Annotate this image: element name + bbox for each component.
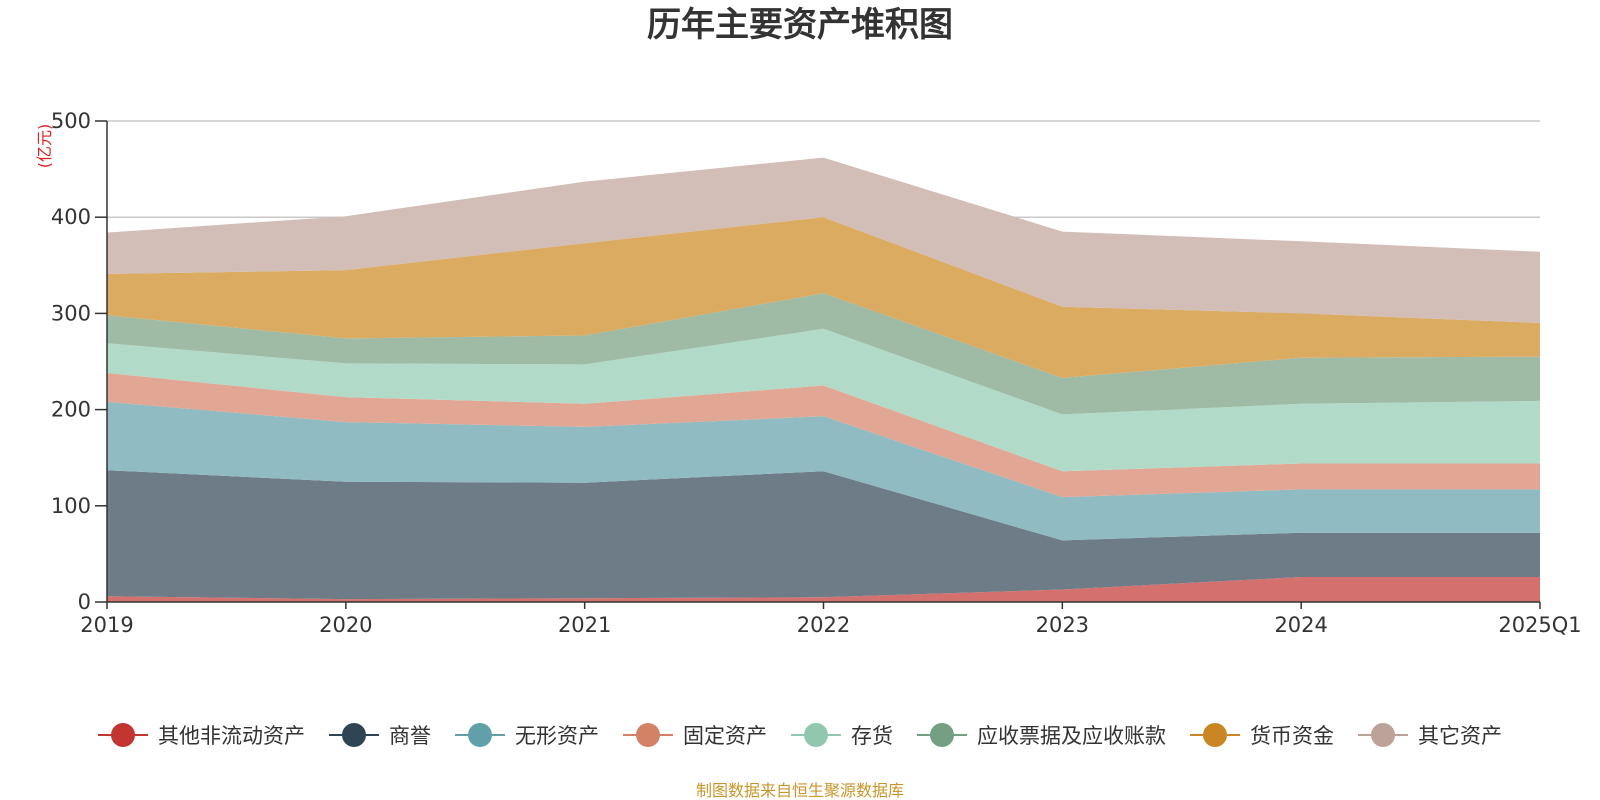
legend-label-2: 无形资产 [515,724,599,748]
y-tick-label-5: 500 [51,109,91,133]
legend-label-6: 货币资金 [1250,724,1334,748]
y-tick-label-3: 300 [51,301,91,325]
y-axis-unit-label: (亿元) [35,124,54,169]
legend-marker-5 [930,723,954,747]
legend-marker-0 [111,723,135,747]
area-series-3 [107,373,1540,498]
legend-item-7[interactable]: 其它资产 [1358,723,1502,748]
legend-marker-2 [468,723,492,747]
legend-item-6[interactable]: 货币资金 [1190,723,1334,748]
source-note: 制图数据来自恒生聚源数据库 [696,781,904,800]
y-tick-label-4: 400 [51,205,91,229]
x-tick-label-6: 2025Q1 [1498,613,1581,637]
x-tick-label-5: 2024 [1274,613,1327,637]
legend: 其他非流动资产 商誉 无形资产 固定资产 存货 应收票据及应收账款 货币资金 其它资产 [98,723,1502,748]
area-series-2 [107,401,1540,541]
legend-marker-1 [342,723,366,747]
x-tick-label-1: 2020 [319,613,372,637]
legend-item-2[interactable]: 无形资产 [455,723,599,748]
area-series-5 [107,293,1540,415]
legend-label-0: 其他非流动资产 [158,724,305,748]
legend-marker-6 [1203,723,1227,747]
legend-label-4: 存货 [851,724,893,748]
legend-label-3: 固定资产 [683,724,767,748]
area-series-1 [107,470,1540,600]
legend-label-1: 商誉 [389,724,431,748]
legend-label-5: 应收票据及应收账款 [977,724,1166,748]
legend-item-5[interactable]: 应收票据及应收账款 [917,723,1166,748]
legend-item-0[interactable]: 其他非流动资产 [98,723,305,748]
legend-item-4[interactable]: 存货 [791,723,893,748]
legend-item-1[interactable]: 商誉 [329,723,431,748]
axes: 0 100 200 300 400 500 2019 2020 2021 2022 2023 2024… [51,109,1582,637]
legend-marker-7 [1371,723,1395,747]
x-tick-label-2: 2021 [558,613,611,637]
legend-marker-3 [636,723,660,747]
area-series-7 [107,157,1540,323]
legend-marker-4 [804,723,828,747]
y-tick-label-1: 100 [51,494,91,518]
y-tick-label-0: 0 [78,590,91,614]
y-tick-label-2: 200 [51,398,91,422]
area-series-4 [107,328,1540,472]
x-tick-label-4: 2023 [1036,613,1089,637]
legend-label-7: 其它资产 [1418,724,1502,748]
area-series-6 [107,217,1540,378]
x-tick-label-3: 2022 [797,613,850,637]
legend-item-3[interactable]: 固定资产 [623,723,767,748]
x-tick-label-0: 2019 [80,613,133,637]
chart-title: 历年主要资产堆积图 [647,5,953,45]
area-series-layer [107,157,1540,602]
